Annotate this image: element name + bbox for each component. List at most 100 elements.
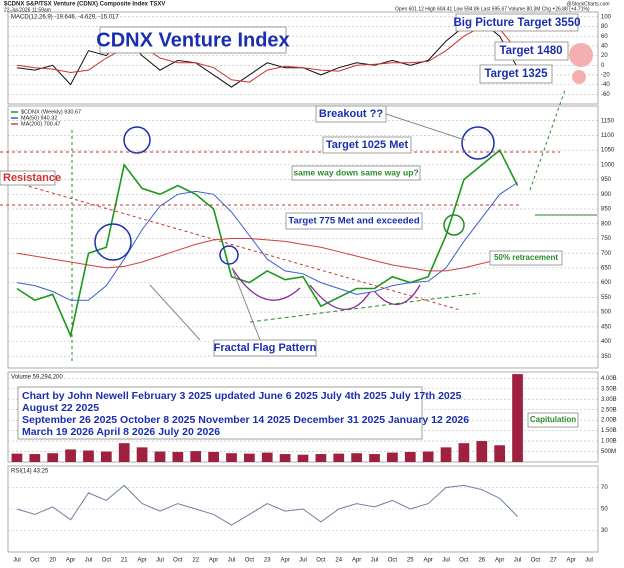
y-tick-label: 2.50B: [601, 407, 617, 413]
x-tick-label: Apr: [66, 558, 75, 564]
circle: [443, 214, 465, 236]
y-tick-label: 40: [601, 43, 608, 49]
y-tick-label: 850: [601, 207, 612, 213]
note: Breakout ??: [319, 108, 383, 120]
x-tick-label: Apr: [137, 558, 146, 564]
x-tick-label: 23: [264, 558, 271, 564]
note-box: [455, 13, 579, 32]
y-tick-label: 4.00B: [601, 376, 617, 382]
y-tick-label: 30: [601, 528, 608, 534]
x-tick-label: Oct: [30, 558, 40, 564]
y-tick-label: 800: [601, 221, 612, 227]
y-tick-label: 1.00B: [601, 439, 617, 445]
x-tick-label: 25: [407, 558, 414, 564]
text-line: March 19 2026 April 8 2026 July 20 2026: [22, 426, 220, 438]
target-dot: [569, 43, 593, 67]
x-tick-label: 20: [49, 558, 56, 564]
note-box: [322, 136, 412, 154]
bar: [387, 452, 398, 462]
pointer: [385, 113, 466, 141]
bar: [422, 451, 434, 462]
series-line: [16, 148, 519, 339]
note: Big Picture Target 3550: [454, 17, 581, 29]
bar: [208, 451, 219, 462]
bar: [279, 454, 291, 462]
note: Fractal Flag Pattern: [214, 342, 317, 354]
pointer: [231, 267, 261, 341]
y-tick-label: 1050: [601, 148, 615, 154]
bar: [333, 453, 345, 462]
bar: [65, 449, 76, 462]
bar: [244, 453, 255, 462]
note: Capitulation: [530, 415, 576, 424]
bar: [369, 454, 380, 462]
x-tick-label: Jul: [514, 558, 522, 564]
y-tick-label: 700: [601, 251, 612, 257]
y-tick-label: 1000: [601, 162, 615, 168]
note-box: [0, 170, 56, 186]
x-tick-label: Oct: [245, 558, 255, 564]
date: 22-Jul-2026 11:59am: [4, 7, 51, 13]
y-tick-label: 650: [601, 265, 612, 271]
bar: [172, 451, 184, 462]
support-line: [249, 292, 481, 323]
x-tick-label: Oct: [102, 558, 112, 564]
x-tick-label: Apr: [423, 558, 432, 564]
y-tick-label: 20: [601, 53, 608, 59]
series-line: [16, 25, 518, 83]
legend-label: MA(200) 700.47: [21, 121, 60, 127]
note-box: [479, 64, 553, 84]
trend-line: [0, 177, 461, 311]
series-line: [16, 238, 518, 272]
note-box: [213, 339, 317, 357]
bar: [512, 374, 523, 462]
bar: [154, 451, 166, 462]
target-dot: [572, 70, 586, 84]
panel: [7, 105, 599, 369]
x-tick-label: 22: [192, 558, 199, 564]
y-tick-label: 900: [601, 192, 612, 198]
x-tick-label: 21: [121, 558, 128, 564]
bar: [261, 452, 273, 462]
y-tick-label: -60: [601, 92, 610, 98]
y-tick-label: 70: [601, 485, 608, 491]
bar: [404, 451, 416, 462]
y-tick-label: 0: [601, 63, 605, 69]
x-tick-label: Jul: [371, 558, 379, 564]
pointer: [149, 284, 201, 341]
text-line: August 22 2025: [22, 402, 99, 414]
note-box: [489, 250, 563, 266]
x-tick-label: 24: [335, 558, 342, 564]
quote: Open 601.12 High 604.41 Low 594.86 Last …: [395, 6, 590, 12]
x-tick-label: Oct: [531, 558, 541, 564]
y-tick-label: 500: [601, 310, 612, 316]
main-title: CDNX Venture Index: [96, 29, 289, 51]
x-tick-label: Jul: [442, 558, 450, 564]
panel-title: MACD(12,26,9) -19.646, -4.629, -15.017: [11, 15, 119, 21]
annotation-shapes: [0, 43, 597, 362]
x-tick-label: Apr: [495, 558, 504, 564]
circle: [123, 126, 151, 154]
bar: [118, 443, 130, 462]
x-tick-label: 26: [478, 558, 485, 564]
y-tick-label: 750: [601, 236, 612, 242]
text-line: Chart by John Newell February 3 2025 upd…: [22, 390, 462, 402]
y-tick-label: 80: [601, 24, 608, 30]
series-line: [16, 182, 518, 301]
bar: [476, 441, 488, 462]
y-tick-label: 2.00B: [601, 418, 617, 424]
arc: [309, 284, 371, 310]
x-tick-label: Jul: [585, 558, 593, 564]
bar: [440, 447, 452, 462]
title-box: [99, 26, 287, 54]
y-tick-label: 3.50B: [601, 386, 617, 392]
y-tick-label: 1100: [601, 133, 615, 139]
circle: [461, 126, 495, 160]
y-tick-label: 50: [601, 507, 608, 513]
bar: [11, 453, 23, 462]
note-box: [291, 165, 421, 181]
note: Target 1025 Met: [326, 139, 409, 151]
x-tick-label: Apr: [567, 558, 576, 564]
y-tick-label: 350: [601, 354, 612, 360]
note: Target 1480: [499, 45, 562, 57]
